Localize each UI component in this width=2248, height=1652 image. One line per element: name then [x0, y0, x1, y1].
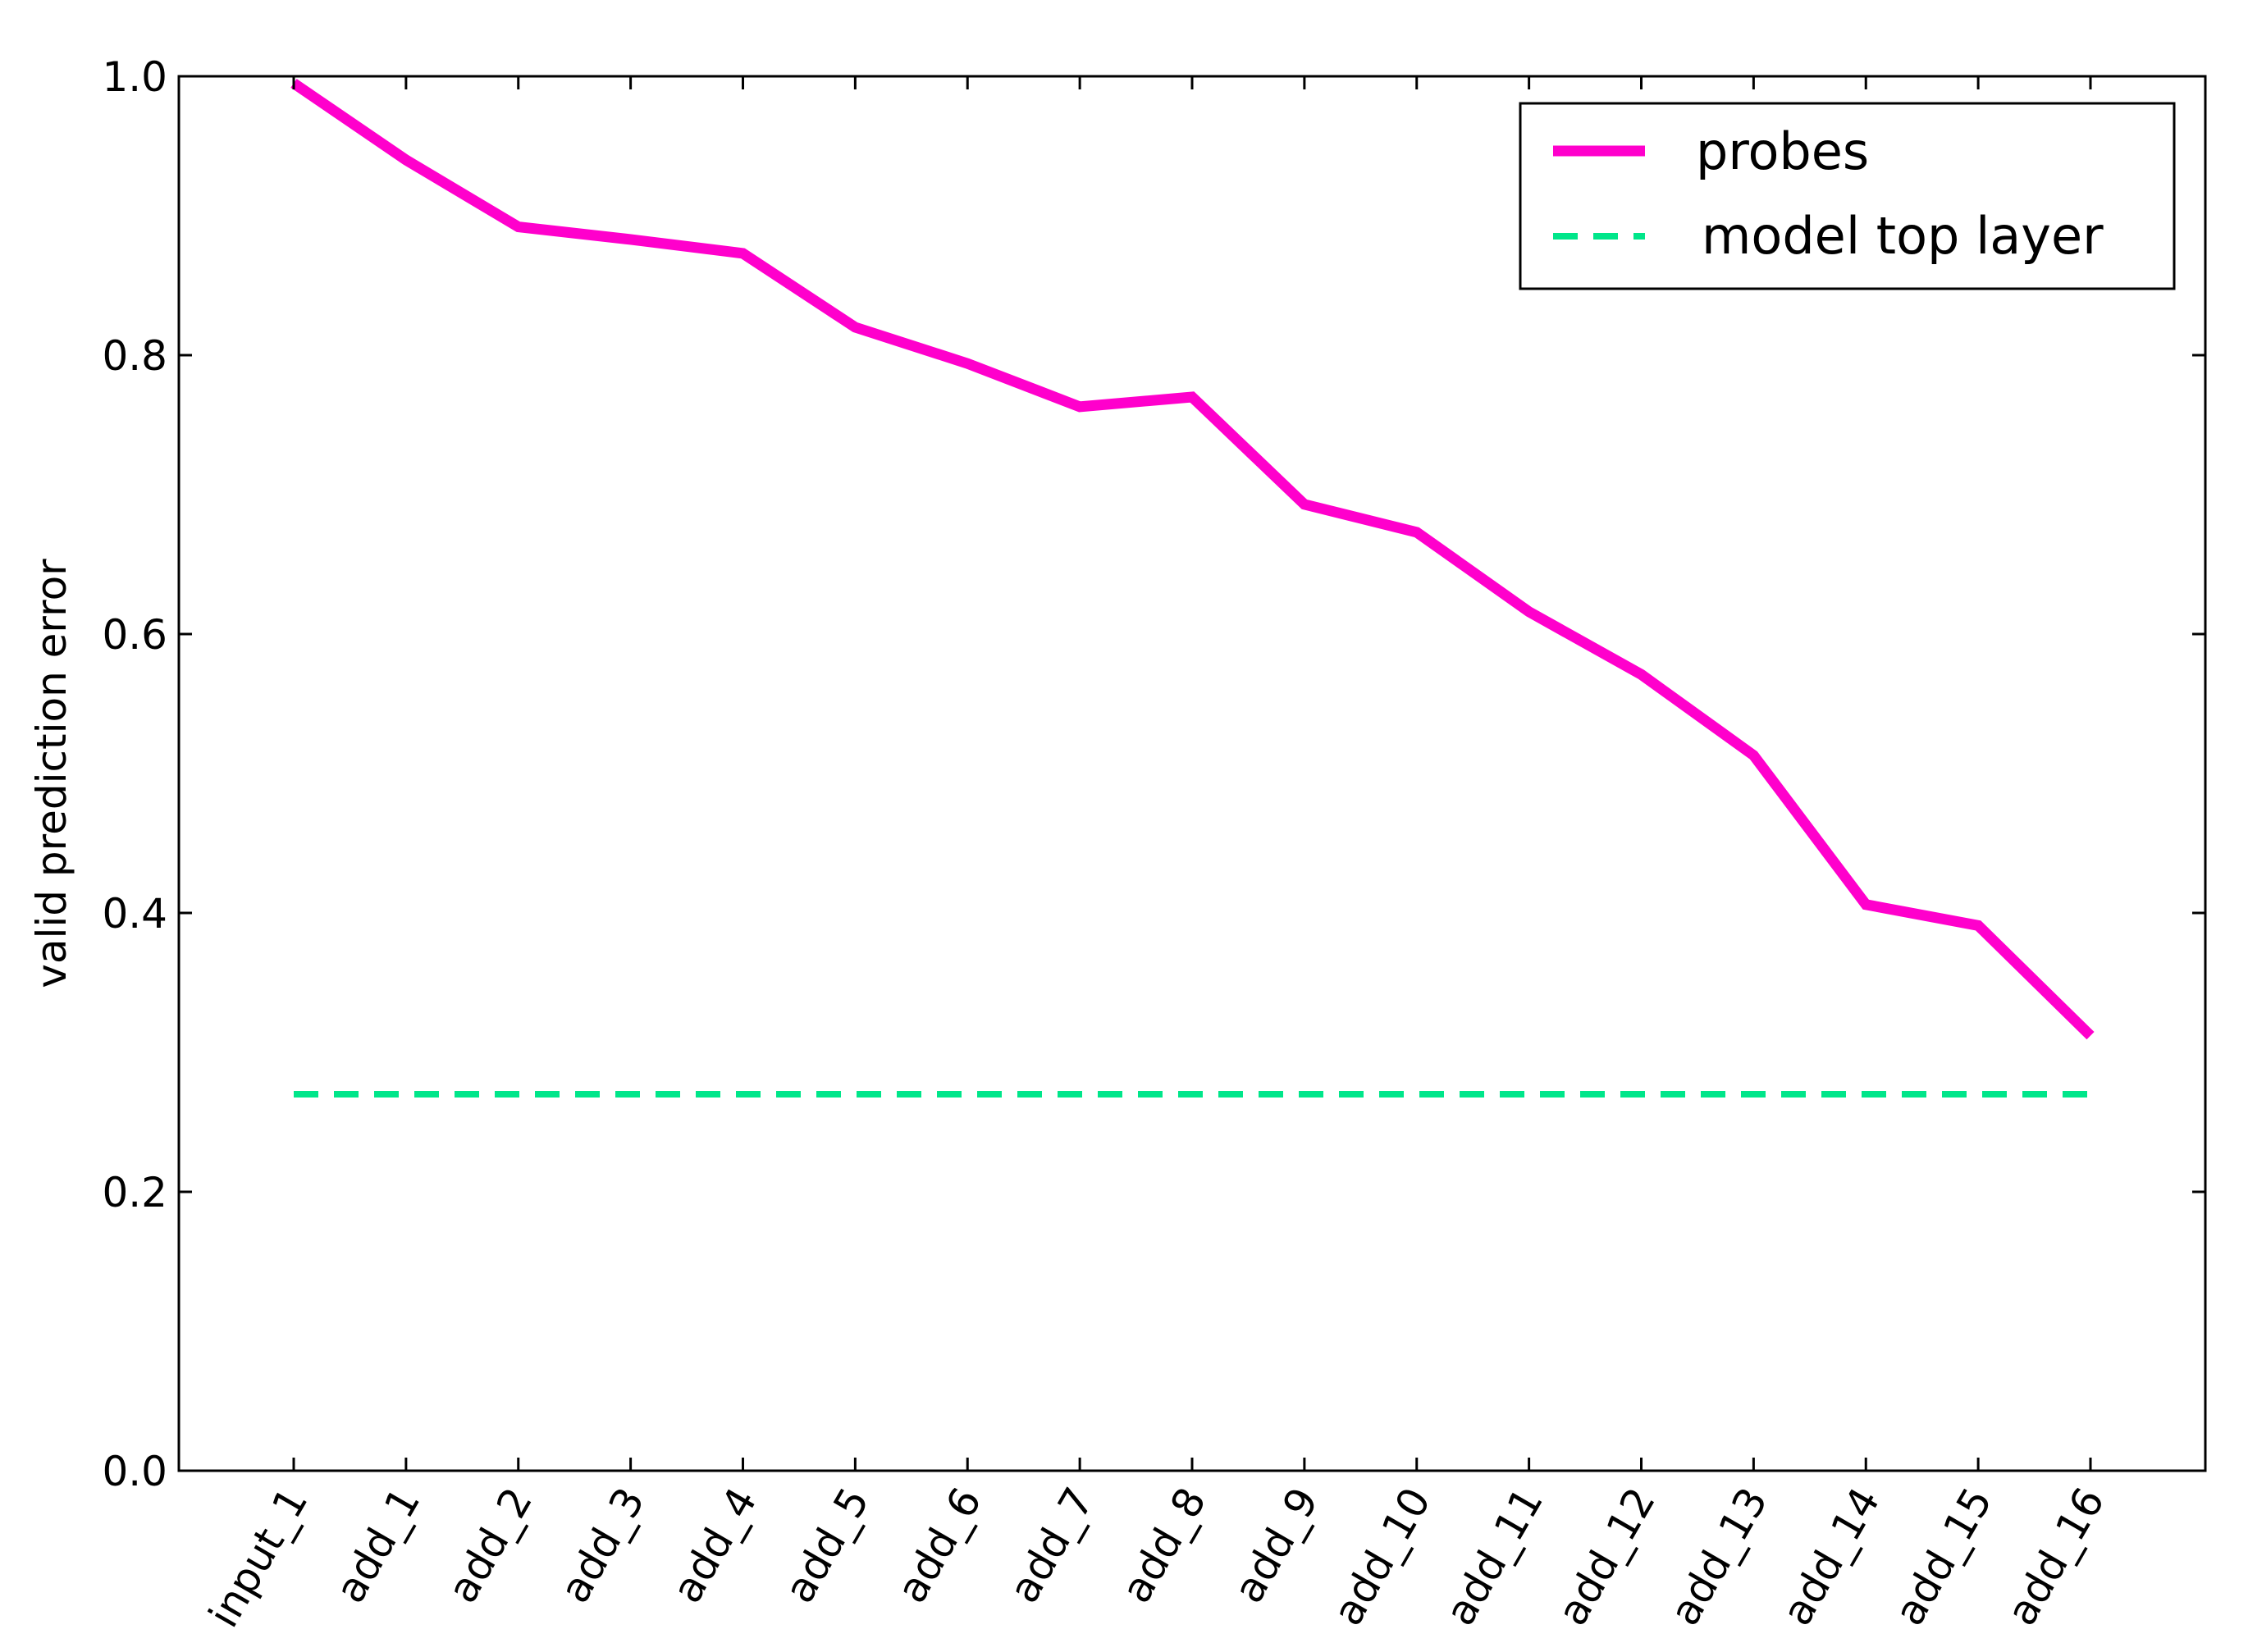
- y-axis-label: valid prediction error: [28, 559, 75, 988]
- legend-label-probes: probes: [1696, 121, 1869, 181]
- y-tick-label: 0.8: [102, 332, 167, 380]
- y-tick-label: 0.4: [102, 890, 167, 938]
- x-tick-label-add_12: add_12: [1548, 1480, 1665, 1633]
- x-tick-label-input_1: input_1: [199, 1480, 317, 1636]
- y-tick-label: 0.0: [102, 1448, 167, 1495]
- x-tick-label-add_4: add_4: [663, 1480, 766, 1611]
- x-tick-label-add_10: add_10: [1324, 1480, 1441, 1633]
- x-tick-label-add_7: add_7: [1000, 1480, 1103, 1611]
- legend-label-model-top-layer: model top layer: [1702, 206, 2104, 266]
- series-line-probes: [290, 79, 2095, 1040]
- series-layer: [290, 79, 2095, 1098]
- x-tick-label-add_14: add_14: [1773, 1480, 1889, 1633]
- x-tick-label-add_3: add_3: [551, 1480, 654, 1611]
- y-tick-label: 0.6: [102, 611, 167, 659]
- x-tick-label-add_15: add_15: [1885, 1480, 2002, 1633]
- x-tick-label-add_16: add_16: [1998, 1480, 2114, 1633]
- legend: probes model top layer: [1519, 102, 2176, 290]
- x-tick-label-add_8: add_8: [1113, 1480, 1216, 1611]
- y-tick-label: 0.2: [102, 1169, 167, 1216]
- y-tick-label: 1.0: [102, 53, 167, 101]
- x-tick-label-add_2: add_2: [438, 1480, 541, 1611]
- x-tick-label-add_11: add_11: [1436, 1480, 1552, 1633]
- x-tick-label-add_13: add_13: [1661, 1480, 1777, 1633]
- plot-area: [177, 75, 2207, 1472]
- x-tick-label-add_1: add_1: [327, 1480, 430, 1611]
- x-tick-label-add_9: add_9: [1225, 1480, 1328, 1611]
- legend-box: [1519, 102, 2176, 290]
- x-tick-label-add_6: add_6: [888, 1480, 991, 1611]
- x-tick-label-add_5: add_5: [775, 1480, 879, 1611]
